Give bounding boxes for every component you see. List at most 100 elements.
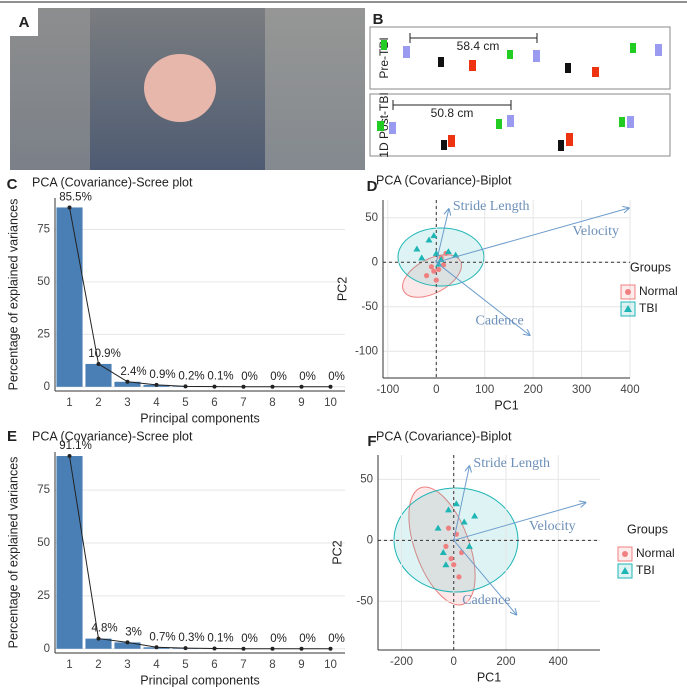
- x-tick-label: 400: [620, 384, 639, 396]
- y-tick-label: -50: [356, 595, 373, 607]
- x-tick-label: 300: [572, 384, 591, 396]
- normal-point: [428, 264, 435, 270]
- panel-letter: D: [367, 178, 378, 195]
- bar: [85, 638, 112, 649]
- loading-label: Stride Length: [473, 456, 550, 471]
- y-axis-title: PC2: [335, 277, 349, 301]
- loading-arrow: [435, 209, 449, 263]
- normal-point: [431, 268, 437, 274]
- x-tick-label: 2: [95, 659, 101, 671]
- scree-point: [154, 645, 159, 650]
- y-tick-label: 25: [37, 328, 50, 340]
- panel-letter: A: [19, 14, 30, 31]
- row-label: Pre-TBI: [377, 37, 391, 78]
- scree-point: [125, 379, 130, 384]
- x-tick-label: 0: [433, 384, 439, 396]
- bar: [114, 642, 141, 649]
- distance-label: 58.4 cm: [457, 39, 500, 53]
- normal-point: [445, 525, 452, 531]
- pen-right: [265, 8, 365, 170]
- value-label: 0.1%: [207, 633, 233, 645]
- legend-title: Groups: [627, 522, 668, 536]
- loading-label: Velocity: [529, 519, 576, 534]
- x-tick-label: 8: [269, 397, 275, 409]
- bar: [85, 363, 112, 387]
- scree-point: [328, 384, 333, 389]
- x-axis-title: PC1: [477, 670, 501, 684]
- legend-label: Normal: [636, 546, 675, 560]
- value-label: 85.5%: [59, 191, 92, 203]
- x-tick-label: -200: [390, 656, 413, 668]
- legend-marker: [624, 305, 632, 312]
- normal-ellipse: [402, 254, 462, 298]
- y-tick-label: 25: [37, 590, 50, 602]
- value-label: 0.7%: [149, 631, 175, 643]
- x-tick-label: 10: [324, 397, 337, 409]
- scree-point: [183, 384, 188, 389]
- y-tick-label: 75: [37, 484, 50, 496]
- scree-line: [69, 455, 331, 650]
- chart-title: PCA (Covariance)-Scree plot: [32, 429, 193, 443]
- y-tick-label: 50: [37, 276, 50, 288]
- value-label: 0.2%: [178, 370, 204, 382]
- scree-point: [299, 384, 304, 389]
- tbi-point: [413, 245, 421, 252]
- x-axis-title: Principal components: [140, 673, 260, 687]
- normal-point: [436, 266, 442, 273]
- value-label: 0%: [241, 633, 258, 645]
- x-tick-label: 400: [549, 656, 568, 668]
- loading-label: Stride Length: [453, 199, 530, 214]
- x-tick-label: 0: [451, 656, 457, 668]
- x-tick-label: 6: [211, 659, 217, 671]
- value-label: 0%: [270, 371, 287, 383]
- x-tick-label: 3: [124, 659, 130, 671]
- y-axis-title: PC2: [330, 540, 344, 564]
- tbi-point: [460, 518, 468, 525]
- tbi-point: [442, 561, 450, 568]
- value-label: 0%: [270, 633, 287, 645]
- y-tick-label: 50: [360, 473, 373, 485]
- normal-point: [423, 273, 430, 279]
- legend-title: Groups: [630, 260, 671, 274]
- y-tick-label: 0: [44, 643, 50, 655]
- tbi-point: [418, 254, 426, 261]
- scree-point: [212, 646, 217, 651]
- x-tick-label: 8: [269, 659, 275, 671]
- y-tick-label: 50: [37, 537, 50, 549]
- loading-label: Velocity: [572, 224, 619, 239]
- loading-arrow: [435, 261, 529, 335]
- value-label: 4.8%: [91, 623, 117, 635]
- panel-letter: B: [373, 11, 384, 28]
- panel-letter: E: [7, 428, 17, 445]
- normal-point: [443, 543, 449, 550]
- y-axis-title: Percentage of explained variances: [6, 457, 20, 649]
- tbi-point: [434, 524, 442, 531]
- x-tick-label: 4: [153, 397, 160, 409]
- x-axis-title: Principal components: [140, 411, 260, 425]
- panel-letter: C: [7, 176, 18, 193]
- loading-label: Cadence: [476, 313, 524, 328]
- legend-label: TBI: [639, 301, 658, 315]
- scree-point: [125, 640, 130, 645]
- loading-arrow: [436, 208, 629, 263]
- normal-point: [456, 574, 462, 580]
- value-label: 0%: [328, 371, 345, 383]
- tbi-point: [465, 542, 473, 549]
- x-tick-label: 7: [240, 659, 246, 671]
- scree-line: [69, 207, 331, 388]
- scree-point: [96, 636, 101, 641]
- distance-label: 50.8 cm: [431, 106, 474, 120]
- chart-title: PCA (Covariance)-Biplot: [376, 173, 512, 187]
- x-tick-label: 4: [153, 659, 160, 671]
- tbi-point: [444, 248, 452, 255]
- value-label: 3%: [125, 626, 142, 638]
- gait-box: [369, 26, 671, 90]
- value-label: 0%: [328, 633, 345, 645]
- scree-point: [183, 646, 188, 651]
- legend-label: TBI: [636, 563, 655, 577]
- x-tick-label: 10: [324, 659, 337, 671]
- loading-arrow: [453, 539, 517, 614]
- tbi-point: [439, 549, 447, 555]
- normal-point: [440, 262, 447, 268]
- tbi-point: [452, 500, 460, 507]
